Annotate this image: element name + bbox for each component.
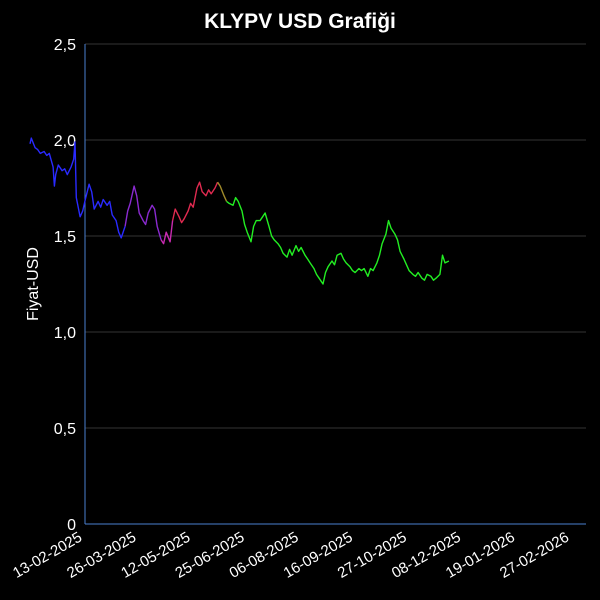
y-ticks: 0 0,5 1,0 1,5 2,0 2,5 [54,37,76,534]
y-tick-label: 2,5 [54,37,76,54]
price-line-segment [171,181,219,224]
x-ticks: 13-02-202526-03-202512-05-202525-06-2025… [10,529,572,582]
y-tick-label: 0,5 [54,421,76,438]
axes [84,44,586,525]
price-line-segment [226,196,450,285]
gridlines [85,43,586,429]
chart-title: KLYPV USD Grafiği [204,10,396,33]
price-line [29,137,450,285]
y-axis-label: Fiyat-USD [25,247,42,321]
y-tick-label: 0 [67,517,76,534]
price-line-segment [217,181,228,202]
price-line-segment [160,220,174,245]
y-tick-label: 1,5 [54,229,76,246]
price-line-segment [29,137,126,239]
y-tick-label: 2,0 [54,133,76,150]
price-line-segment [124,185,162,240]
y-tick-label: 1,0 [54,325,76,342]
